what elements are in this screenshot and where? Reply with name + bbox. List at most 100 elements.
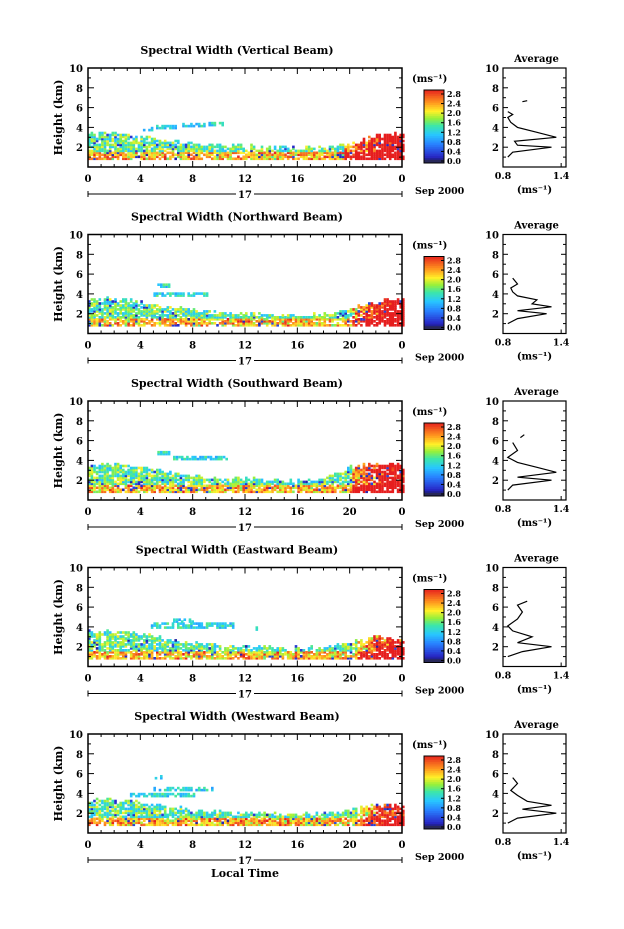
echo-cell [160,450,163,454]
echo-cell [375,151,379,155]
echo-cell [399,651,402,654]
echo-cell [192,143,196,147]
echo-cell [391,478,395,482]
echo-cell [153,482,156,486]
echo-cell [255,626,259,629]
echo-cell [323,482,327,486]
echo-cell [184,478,188,482]
echo-cell [153,622,156,625]
echo-cell [145,137,149,141]
echo-cell [388,480,392,484]
echo-cell [239,322,243,325]
echo-cell [276,484,279,488]
echo-cell [279,653,282,656]
echo-cell [315,153,319,157]
echo-cell [211,649,214,652]
echo-cell [360,470,363,474]
echo-cell [124,149,128,153]
echo-cell [258,478,261,482]
y-tick-label: 8 [76,417,83,428]
echo-cell [95,807,99,811]
echo-cell [163,324,167,327]
echo-cell [156,643,159,646]
echo-cell [328,480,332,484]
echo-cell [143,484,146,488]
echo-cell [362,137,366,141]
echo-cell [391,304,395,307]
echo-cell [169,147,172,151]
echo-cell [224,482,227,486]
echo-cell [132,819,136,823]
colorbar-swatch [424,474,444,477]
echo-cell [299,651,303,654]
echo-cell [284,653,287,656]
echo-cell [276,157,279,161]
echo-cell [221,121,224,125]
echo-cell [391,137,395,141]
echo-cell [103,466,107,470]
echo-cell [192,655,196,658]
echo-cell [260,484,264,488]
echo-cell [237,484,240,488]
echo-cell [90,322,94,325]
echo-cell [114,143,117,147]
echo-cell [93,641,96,644]
echo-cell [388,320,392,323]
echo-cell [381,472,384,476]
echo-cell [211,647,214,650]
echo-cell [106,464,109,468]
echo-cell [111,635,115,638]
echo-cell [226,486,230,490]
echo-cell [90,649,94,652]
echo-cell [161,474,164,478]
echo-cell [381,310,384,313]
echo-cell [213,478,217,482]
echo-cell [200,316,204,319]
echo-cell [114,320,117,323]
echo-cell [195,478,198,482]
echo-cell [334,312,337,315]
echo-cell [381,647,384,650]
echo-cell [226,318,230,321]
echo-cell [250,312,253,315]
echo-cell [108,312,112,315]
echo-cell [88,482,91,486]
echo-cell [305,153,308,157]
average-x-tick-label: 1.4 [553,171,570,182]
echo-cell [101,147,104,151]
echo-cell [299,490,303,494]
echo-cell [122,149,125,153]
echo-cell [111,131,115,135]
echo-cell [402,300,405,303]
echo-cell [375,324,379,327]
echo-cell [150,304,154,307]
echo-cell [320,655,324,658]
echo-cell [108,302,112,305]
echo-cell [226,657,230,660]
echo-cell [336,486,340,490]
average-y-tick-label: 8 [492,84,499,95]
echo-cell [127,633,130,636]
echo-cell [216,324,219,327]
echo-cell [114,155,117,159]
echo-cell [357,306,361,309]
echo-cell [90,139,94,143]
echo-cell [399,472,402,476]
echo-cell [307,153,311,157]
echo-cell [108,474,112,478]
echo-cell [242,318,245,321]
echo-cell [203,478,206,482]
echo-cell [237,480,240,484]
echo-cell [273,478,277,482]
echo-cell [344,647,347,650]
echo-cell [239,318,243,321]
echo-cell [354,314,358,317]
echo-cell [169,145,172,149]
echo-cell [231,624,235,627]
echo-cell [373,486,376,490]
echo-cell [294,647,298,650]
echo-cell [386,478,389,482]
echo-cell [320,318,324,321]
echo-cell [124,318,128,321]
echo-cell [297,484,300,488]
